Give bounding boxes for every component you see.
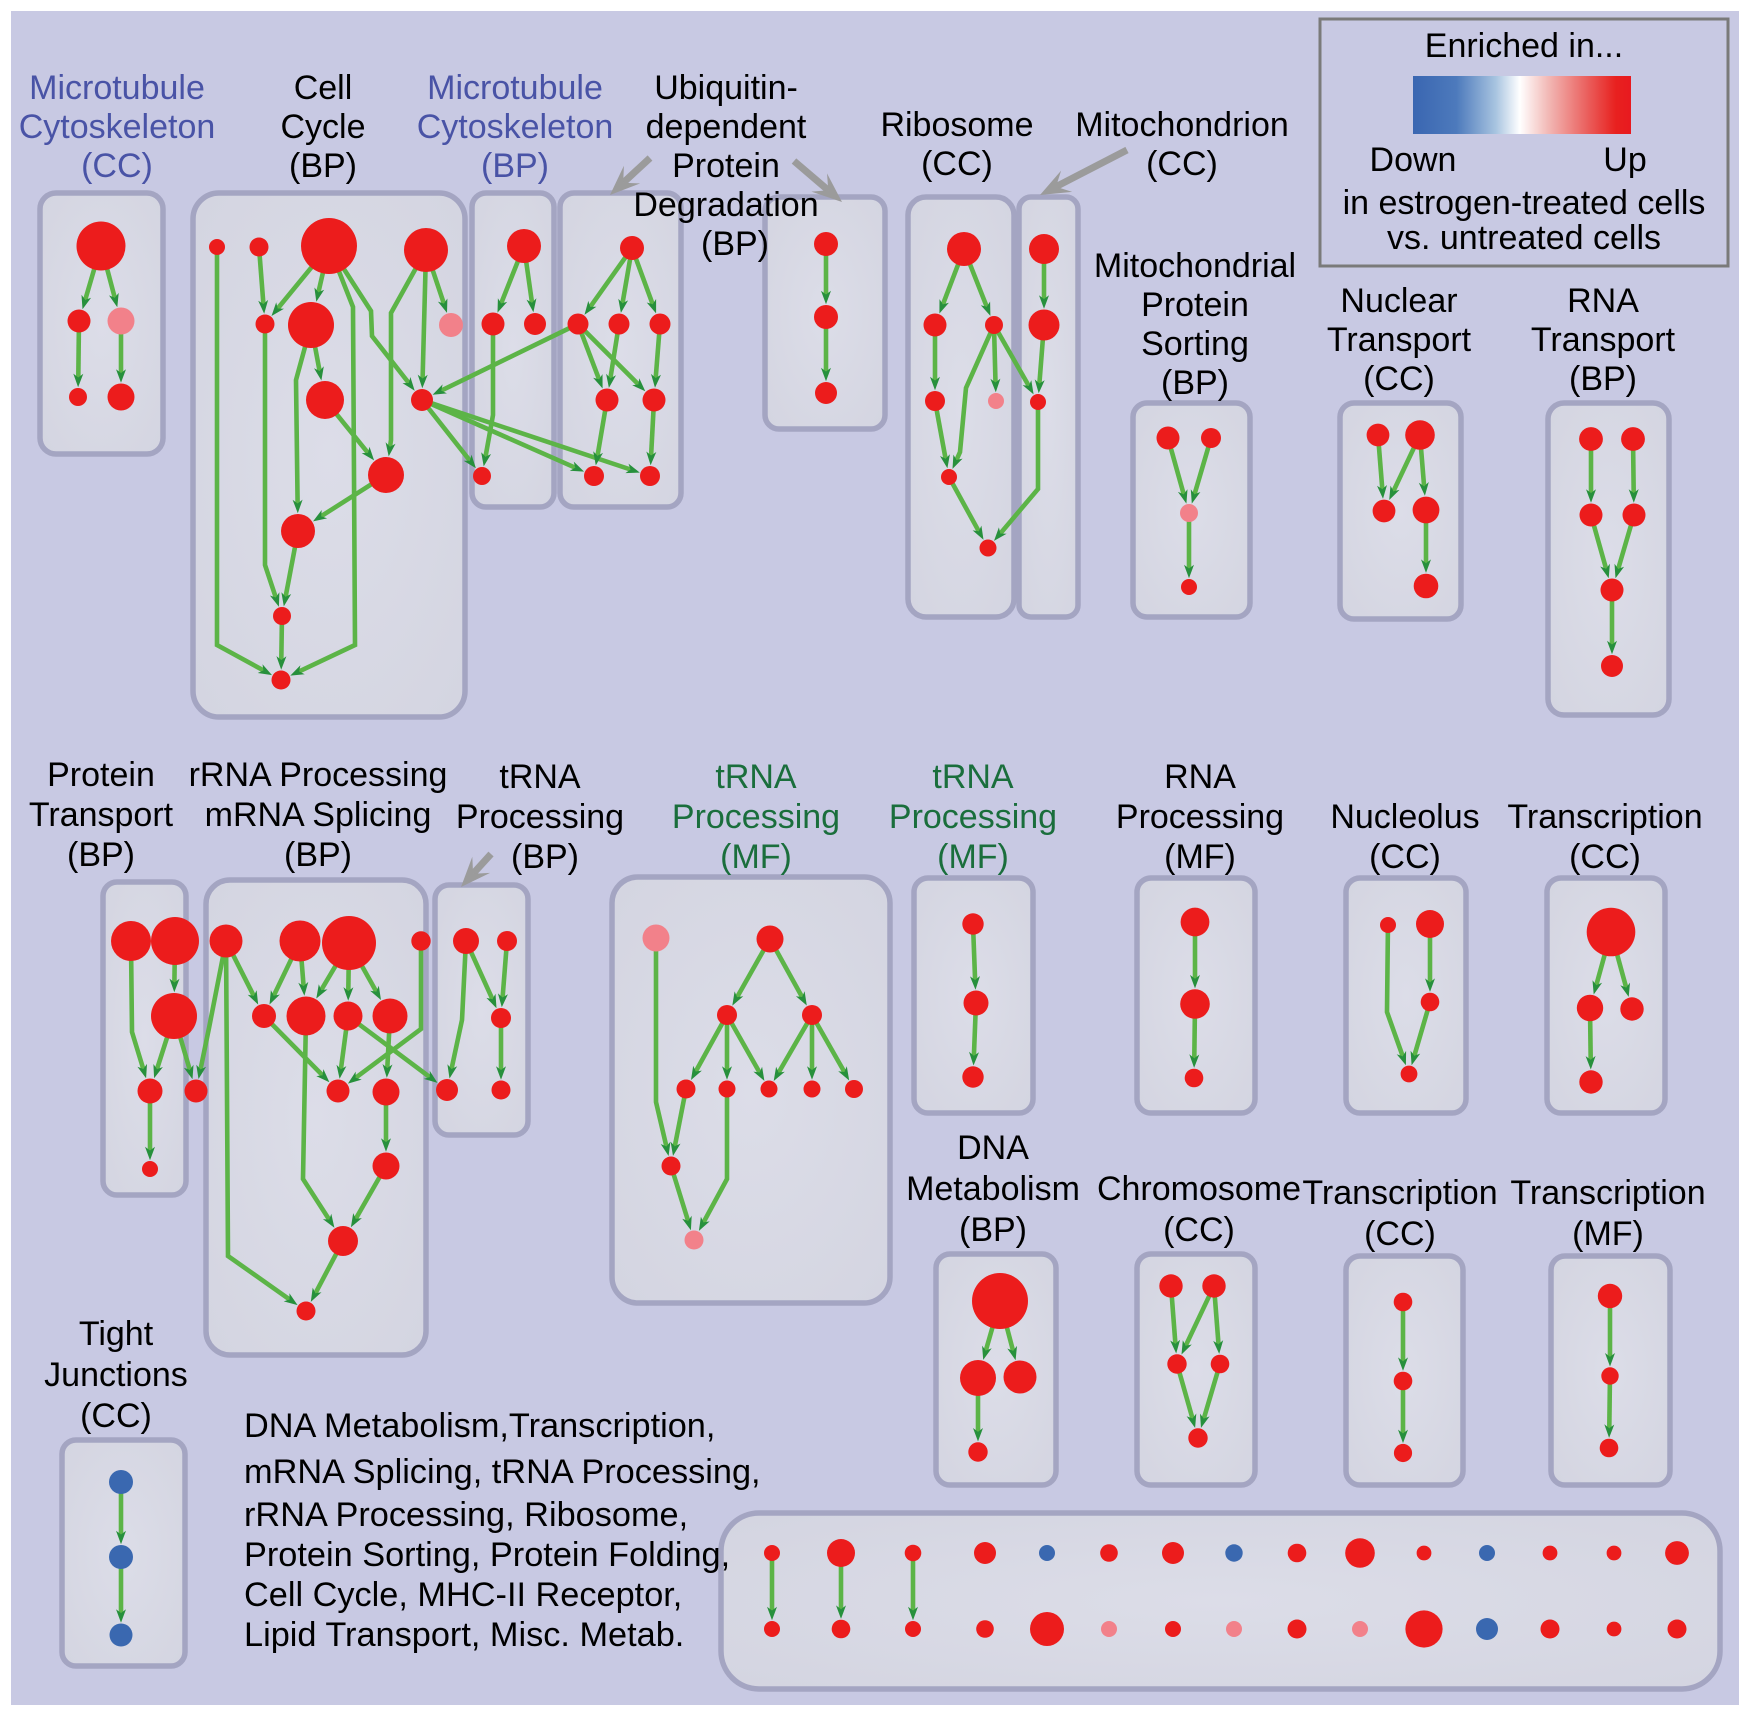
svg-text:DNA: DNA	[957, 1129, 1029, 1167]
svg-text:(BP): (BP)	[1569, 360, 1637, 398]
svg-text:(CC): (CC)	[1163, 1211, 1235, 1249]
svg-text:Transport: Transport	[1327, 321, 1472, 359]
svg-text:Cytoskeleton: Cytoskeleton	[19, 108, 216, 146]
svg-text:Microtubule: Microtubule	[29, 69, 205, 107]
svg-text:Microtubule: Microtubule	[427, 69, 603, 107]
svg-text:Cell: Cell	[294, 69, 353, 107]
svg-text:(BP): (BP)	[959, 1211, 1027, 1249]
svg-text:Lipid Transport, Misc. Metab.: Lipid Transport, Misc. Metab.	[244, 1616, 684, 1654]
svg-text:(CC): (CC)	[81, 147, 153, 185]
svg-text:dependent: dependent	[646, 108, 807, 146]
svg-text:Tight: Tight	[79, 1315, 154, 1353]
svg-text:(BP): (BP)	[511, 838, 579, 876]
svg-text:Transcription: Transcription	[1507, 798, 1702, 836]
svg-text:(CC): (CC)	[1369, 838, 1441, 876]
svg-text:(MF): (MF)	[937, 838, 1009, 876]
svg-text:tRNA: tRNA	[715, 758, 797, 796]
svg-text:Processing: Processing	[456, 798, 624, 836]
svg-text:(CC): (CC)	[1364, 1215, 1436, 1253]
svg-text:(MF): (MF)	[1572, 1215, 1644, 1253]
svg-text:RNA: RNA	[1567, 282, 1639, 320]
svg-text:RNA: RNA	[1164, 758, 1236, 796]
svg-text:Cycle: Cycle	[280, 108, 365, 146]
svg-text:mRNA Splicing: mRNA Splicing	[205, 796, 432, 834]
svg-text:Processing: Processing	[1116, 798, 1284, 836]
svg-text:Cytoskeleton: Cytoskeleton	[417, 108, 614, 146]
svg-text:Transcription: Transcription	[1302, 1174, 1497, 1212]
svg-text:(CC): (CC)	[1146, 145, 1218, 183]
svg-text:(BP): (BP)	[481, 147, 549, 185]
svg-text:DNA Metabolism,Transcription,: DNA Metabolism,Transcription,	[244, 1407, 715, 1445]
svg-text:(BP): (BP)	[284, 836, 352, 874]
svg-text:Protein: Protein	[47, 756, 155, 794]
svg-text:(BP): (BP)	[289, 147, 357, 185]
svg-text:(BP): (BP)	[67, 836, 135, 874]
svg-text:Enriched in...: Enriched in...	[1425, 27, 1623, 65]
svg-text:Nucleolus: Nucleolus	[1330, 798, 1479, 836]
svg-text:rRNA Processing, Ribosome,: rRNA Processing, Ribosome,	[244, 1496, 688, 1534]
svg-text:(CC): (CC)	[1569, 838, 1641, 876]
svg-text:Junctions: Junctions	[44, 1356, 188, 1394]
svg-text:Chromosome: Chromosome	[1097, 1170, 1301, 1208]
svg-text:(BP): (BP)	[701, 225, 769, 263]
svg-text:(MF): (MF)	[720, 838, 792, 876]
svg-text:Cell Cycle, MHC-II Receptor,: Cell Cycle, MHC-II Receptor,	[244, 1576, 682, 1614]
svg-text:(CC): (CC)	[921, 145, 993, 183]
svg-text:Metabolism: Metabolism	[906, 1170, 1080, 1208]
svg-text:Protein: Protein	[1141, 286, 1249, 324]
svg-text:Processing: Processing	[889, 798, 1057, 836]
svg-text:mRNA Splicing, tRNA Processing: mRNA Splicing, tRNA Processing,	[244, 1453, 761, 1491]
svg-text:Sorting: Sorting	[1141, 325, 1249, 363]
svg-text:(CC): (CC)	[80, 1397, 152, 1435]
svg-text:Protein: Protein	[672, 147, 780, 185]
svg-text:Degradation: Degradation	[633, 186, 818, 224]
svg-text:Protein Sorting, Protein Foldi: Protein Sorting, Protein Folding,	[244, 1536, 730, 1574]
svg-text:Mitochondrial: Mitochondrial	[1094, 247, 1296, 285]
svg-text:Nuclear: Nuclear	[1340, 282, 1457, 320]
svg-text:tRNA: tRNA	[932, 758, 1014, 796]
svg-text:Up: Up	[1603, 141, 1646, 179]
svg-text:rRNA Processing: rRNA Processing	[189, 756, 448, 794]
svg-text:tRNA: tRNA	[499, 758, 581, 796]
svg-text:Ribosome: Ribosome	[880, 106, 1033, 144]
svg-text:vs. untreated cells: vs. untreated cells	[1387, 219, 1661, 257]
svg-text:(BP): (BP)	[1161, 364, 1229, 402]
svg-text:Transport: Transport	[1531, 321, 1676, 359]
svg-text:Processing: Processing	[672, 798, 840, 836]
svg-text:Transcription: Transcription	[1510, 1174, 1705, 1212]
svg-text:(MF): (MF)	[1164, 838, 1236, 876]
svg-text:Mitochondrion: Mitochondrion	[1075, 106, 1289, 144]
svg-text:Down: Down	[1370, 141, 1457, 179]
svg-text:Ubiquitin-: Ubiquitin-	[654, 69, 798, 107]
svg-text:in estrogen-treated cells: in estrogen-treated cells	[1343, 184, 1706, 222]
svg-text:Transport: Transport	[29, 796, 174, 834]
svg-text:(CC): (CC)	[1363, 360, 1435, 398]
